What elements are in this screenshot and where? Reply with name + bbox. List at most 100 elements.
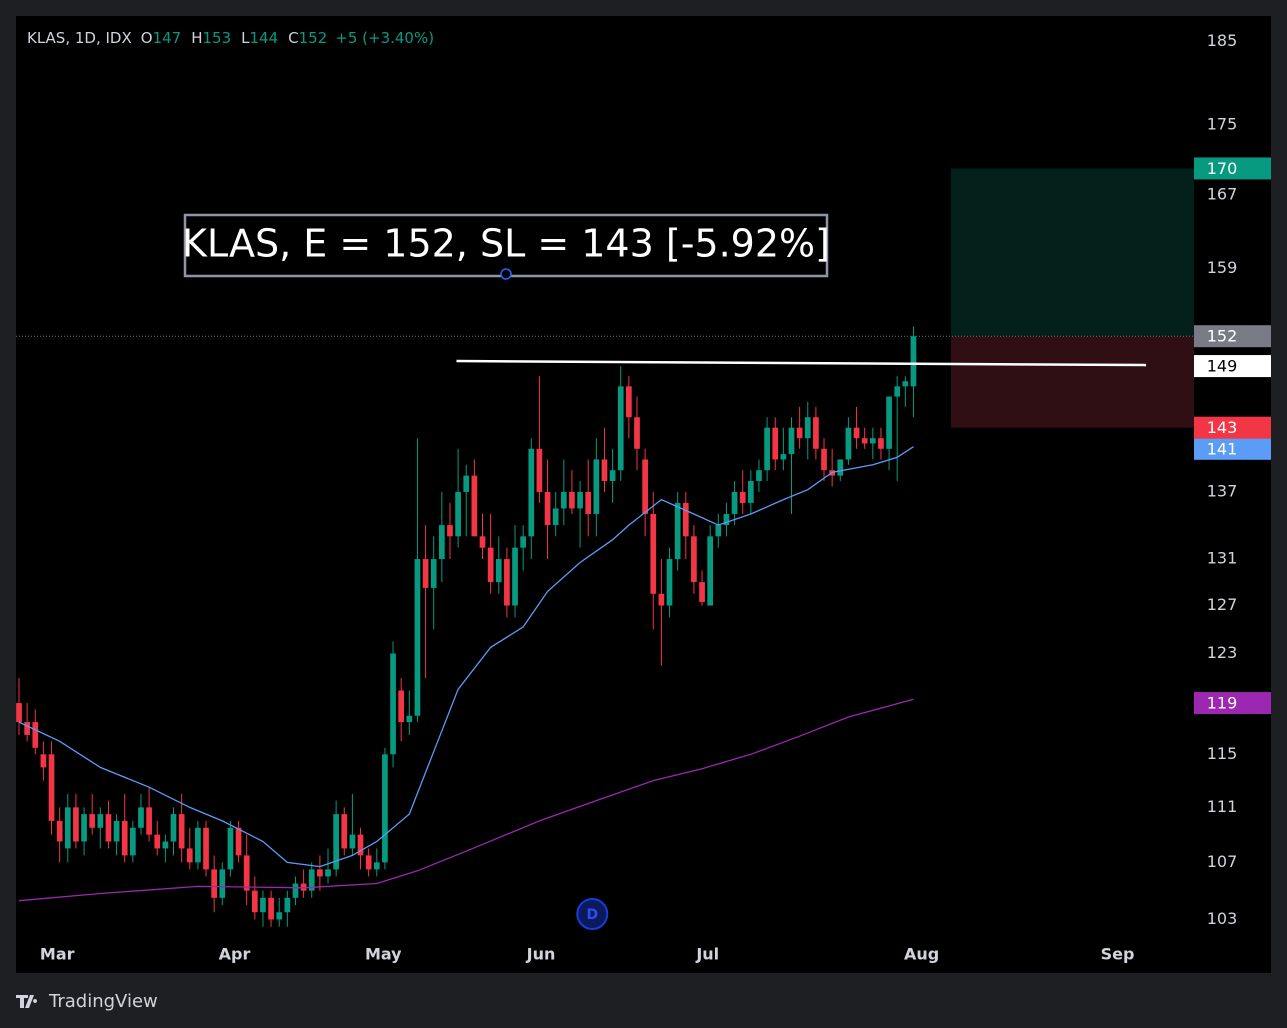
candle-body [292, 883, 299, 898]
candle-body [121, 820, 128, 856]
stop-zone [950, 336, 1194, 428]
candle-body [333, 814, 339, 870]
candle-body [536, 448, 543, 492]
candle-body [130, 827, 136, 856]
ohlc-label: C [288, 29, 298, 47]
ohlc-value: 153 [203, 29, 232, 47]
candle-body [617, 386, 624, 471]
axis-layer: 185 175 167 159 137 131 127 123 115 111 107 103 Mar A… [40, 31, 1271, 964]
price-badge-label: 119 [1207, 694, 1238, 713]
ohlc-value: 144 [250, 29, 279, 47]
candle-body [520, 536, 527, 548]
candle-body [162, 841, 169, 849]
candle-body [422, 559, 429, 588]
change: +5 (+3.40%) [335, 29, 434, 47]
candle-body [723, 513, 730, 526]
candle-body [341, 814, 348, 849]
candle-body [40, 754, 47, 768]
y-tick-label: 159 [1207, 258, 1238, 277]
candle-body [642, 459, 648, 514]
price-badge-label: 152 [1207, 327, 1238, 346]
candle-body [219, 869, 226, 898]
candle-body [32, 722, 39, 748]
candle-body [447, 525, 453, 537]
candle-body [357, 834, 364, 856]
candle-body [81, 814, 87, 842]
candle-body [300, 883, 307, 891]
candle-body [317, 869, 323, 877]
candle-body [251, 890, 258, 913]
candle-body [756, 470, 762, 482]
candle-body [747, 481, 754, 503]
y-tick-label: 127 [1207, 595, 1238, 614]
candle-body [764, 427, 770, 471]
candle-body [195, 827, 201, 863]
dividend-label: D [586, 907, 598, 923]
candle-body [487, 547, 494, 583]
y-tick-label: 167 [1207, 185, 1238, 204]
target-zone [950, 168, 1194, 337]
candle-body [260, 897, 266, 913]
plot-layer: D [16, 326, 1147, 930]
x-tick-label: Apr [219, 945, 251, 964]
candle-body [495, 559, 502, 583]
candle-body [186, 848, 193, 863]
candle-body [869, 438, 876, 444]
candle-body [528, 448, 535, 537]
candle-body [894, 386, 901, 397]
candle-body [430, 559, 437, 588]
candle-body [682, 502, 689, 537]
candle-body [861, 438, 868, 444]
candle-body [853, 427, 860, 439]
brand: TradingView [16, 991, 158, 1012]
candle-body [626, 386, 632, 418]
price-badge [1194, 437, 1271, 460]
candle-body [479, 536, 486, 548]
candle-body [398, 690, 405, 723]
brand-text: TradingView [48, 991, 158, 1012]
candle-body [73, 807, 79, 842]
price-badge [1194, 157, 1271, 180]
symbol: KLAS, 1D, IDX [27, 29, 131, 47]
candle-body [715, 525, 722, 537]
candle-body [373, 862, 380, 870]
candle-body [813, 417, 819, 449]
candle-body [666, 559, 673, 606]
candle-body [739, 491, 746, 503]
candle-body [707, 536, 714, 606]
annotation-text: KLAS, E = 152, SL = 143 [-5.92%] [182, 222, 830, 266]
candle-body [227, 827, 234, 870]
candle-body [650, 513, 657, 594]
candle-body [438, 525, 445, 560]
candle-body [471, 475, 478, 537]
ohlc-label: L [241, 29, 250, 47]
y-tick-label: 175 [1207, 114, 1238, 133]
candle-body [365, 855, 372, 870]
candle-body [113, 820, 120, 842]
x-tick-label: Jul [695, 945, 719, 964]
candle-body [178, 814, 185, 849]
candle-body [268, 897, 274, 920]
x-tick-label: Sep [1101, 945, 1135, 964]
candle-body [691, 536, 697, 583]
price-badge-label: 149 [1207, 357, 1238, 376]
candle-body [699, 582, 705, 602]
candle-body [902, 381, 909, 387]
position-layer [16, 168, 1194, 428]
price-badge-label: 141 [1207, 439, 1238, 458]
candle-body [772, 427, 779, 460]
candle-body [837, 459, 844, 476]
candle-body [609, 470, 616, 482]
candle-body [512, 547, 518, 606]
y-tick-label: 111 [1207, 797, 1238, 816]
y-tick-label: 107 [1207, 852, 1238, 871]
price-badge [1194, 416, 1271, 439]
candle-body [455, 491, 461, 537]
y-tick-label: 123 [1207, 643, 1238, 662]
brand-logo [16, 995, 38, 1008]
x-tick-label: Jun [526, 945, 556, 964]
candle-body [674, 502, 681, 560]
ohlc-value: 152 [299, 29, 328, 47]
y-tick-label: 137 [1207, 481, 1238, 500]
